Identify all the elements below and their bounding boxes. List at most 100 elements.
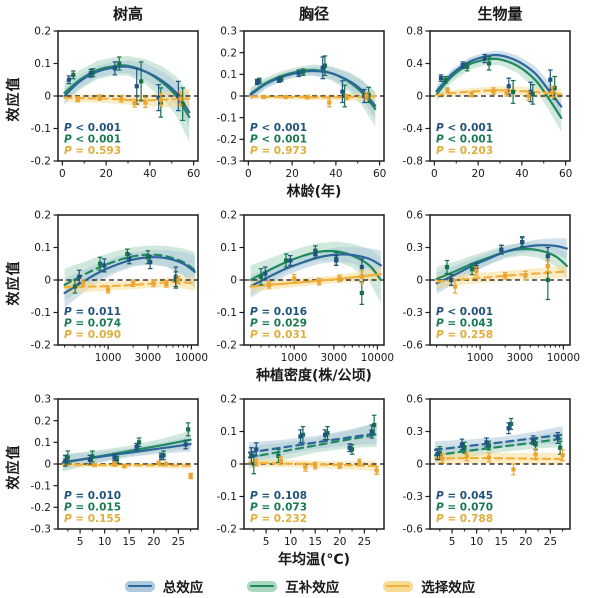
p-value-select: P = 0.593 xyxy=(64,145,121,157)
y-tick-label: 0.2 xyxy=(34,26,51,38)
x-tick-label: 5 xyxy=(77,536,84,548)
point-select xyxy=(278,458,283,463)
x-tick-label: 1000 xyxy=(281,352,308,364)
y-tick-label: 0.6 xyxy=(406,210,423,222)
point-select xyxy=(560,453,565,458)
point-total xyxy=(254,447,259,452)
point-total xyxy=(438,76,444,81)
point-select xyxy=(305,94,310,100)
p-value-comp: P < 0.001 xyxy=(250,134,307,146)
point-select xyxy=(75,97,80,102)
point-total xyxy=(288,258,293,263)
x-tick-label: 15 xyxy=(495,536,508,548)
y-tick-label: -0.1 xyxy=(217,307,238,319)
point-comp xyxy=(511,89,516,95)
point-select xyxy=(359,274,364,279)
band-total xyxy=(250,246,381,298)
point-select xyxy=(526,93,531,99)
y-tick-label: -0.2 xyxy=(31,340,52,352)
point-select xyxy=(357,460,362,465)
point-comp xyxy=(145,255,150,260)
point-total xyxy=(77,274,82,279)
point-comp xyxy=(161,453,166,458)
point-total xyxy=(88,71,93,76)
point-comp xyxy=(349,447,355,452)
y-tick-label: 0.1 xyxy=(34,242,51,254)
y-tick-label: 0 xyxy=(416,91,423,103)
x-tick-label: 15 xyxy=(123,536,136,548)
point-comp xyxy=(545,277,550,283)
point-total xyxy=(506,84,511,89)
point-total xyxy=(459,442,465,447)
curve-total xyxy=(249,69,377,107)
point-select xyxy=(445,88,450,93)
point-comp xyxy=(443,77,448,82)
y-tick-label: -0.1 xyxy=(31,307,52,319)
point-total xyxy=(298,434,303,439)
point-comp xyxy=(251,461,256,467)
p-value-total: P = 0.016 xyxy=(250,306,307,318)
p-value-comp: P = 0.073 xyxy=(250,502,307,514)
p-value-select: P = 0.031 xyxy=(250,329,307,341)
point-select xyxy=(491,89,496,94)
point-select xyxy=(545,263,550,269)
y-tick-label: 0.3 xyxy=(34,394,51,406)
curve-select xyxy=(435,270,568,283)
y-tick-label: -0.6 xyxy=(403,524,424,536)
y-tick-label: 0.2 xyxy=(34,210,51,222)
point-total xyxy=(296,71,301,76)
point-comp xyxy=(279,76,284,81)
point-total xyxy=(449,277,454,283)
point-total xyxy=(460,63,465,68)
y-tick-label: 0.4 xyxy=(406,58,423,70)
point-select xyxy=(464,454,469,459)
panel-title-tree-height: 树高 xyxy=(112,5,143,23)
point-comp xyxy=(90,454,95,459)
column-titles: 树高 胸径 生物量 xyxy=(20,3,600,25)
y-tick-label: 0 xyxy=(44,275,51,287)
x-tick-label: 25 xyxy=(544,536,557,548)
legend-item-selection-effect: 选择效应 xyxy=(383,576,475,596)
point-total xyxy=(369,429,374,434)
p-value-total: P < 0.001 xyxy=(250,122,307,134)
y-tick-label: 0.1 xyxy=(220,242,237,254)
p-value-comp: P = 0.015 xyxy=(64,502,121,514)
p-value-comp: P < 0.001 xyxy=(436,134,493,146)
point-total xyxy=(322,432,328,437)
point-comp xyxy=(139,79,144,84)
x-tick-label: 40 xyxy=(329,168,342,180)
point-select xyxy=(80,281,86,286)
curve-select xyxy=(435,89,563,97)
x-tick-label: 20 xyxy=(285,168,298,180)
point-total xyxy=(362,93,367,99)
x-tick-label: 0 xyxy=(431,168,438,180)
point-select xyxy=(188,473,193,479)
p-value-total: P < 0.001 xyxy=(64,122,121,134)
point-comp xyxy=(283,258,289,263)
point-comp xyxy=(558,445,563,450)
x-tick-label: 3000 xyxy=(134,352,161,364)
point-select xyxy=(92,462,97,468)
point-comp xyxy=(469,267,475,272)
point-total xyxy=(255,79,260,85)
x-tick-label: 3000 xyxy=(320,352,347,364)
point-select xyxy=(132,101,137,106)
point-select xyxy=(164,281,169,286)
point-comp xyxy=(530,92,535,97)
point-select xyxy=(131,281,136,286)
y-tick-label: -0.1 xyxy=(31,480,52,492)
x-tick-label: 20 xyxy=(471,168,484,180)
legend-label-total: 总效应 xyxy=(162,580,204,596)
y-tick-label: 0 xyxy=(416,275,423,287)
p-value-comp: P = 0.029 xyxy=(250,318,307,330)
row-planting-density: 效应值 0.2 0.1 0 -0.1 -0.2 1000 3000 10000 P = 0.01… xyxy=(0,209,600,365)
y-tick-label: 0 xyxy=(230,459,237,471)
point-total xyxy=(548,77,553,82)
point-select xyxy=(504,90,509,95)
x-tick-label: 10000 xyxy=(175,352,208,364)
point-select xyxy=(364,93,369,99)
x-tick-label: 1000 xyxy=(467,352,494,364)
